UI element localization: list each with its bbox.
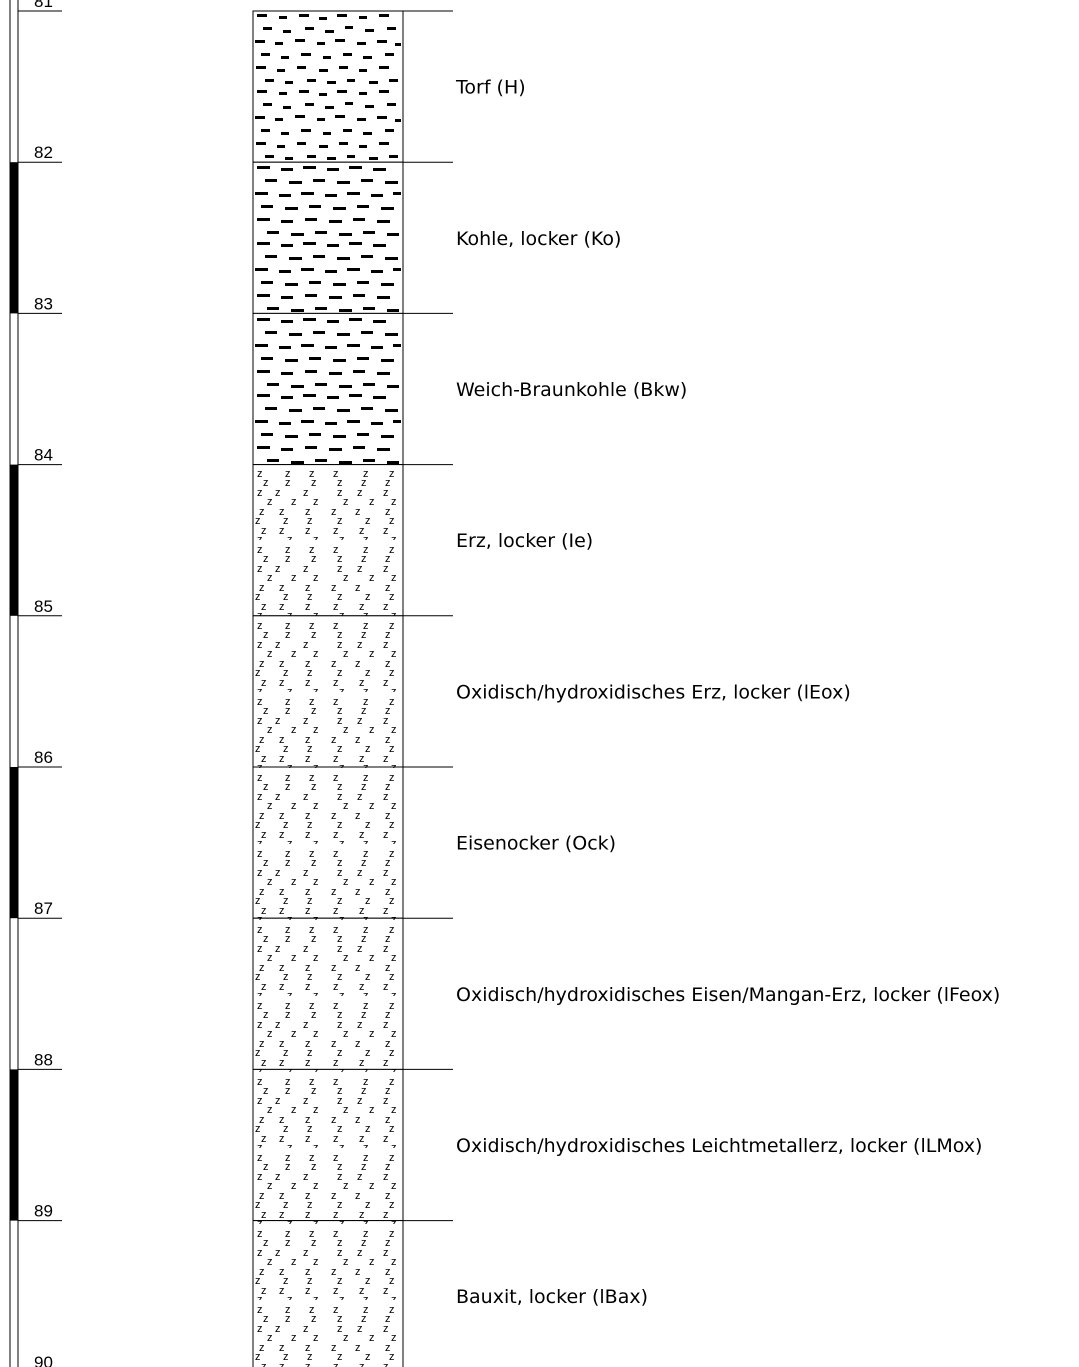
depth-label: 81 (34, 0, 53, 11)
layer-label: Bauxit, locker (lBax) (456, 1286, 648, 1308)
depth-label: 84 (34, 446, 53, 465)
layer-label: Oxidisch/hydroxidisches Eisen/Mangan-Erz… (456, 984, 1000, 1006)
ruler-segment-filled (10, 1069, 18, 1221)
depth-label: 90 (34, 1353, 53, 1367)
layer-ore-z (252, 1220, 404, 1367)
layer-labels: Torf (H) Kohle, locker (Ko) Weich-Braunkoh… (455, 77, 1000, 1309)
depth-label: 82 (34, 143, 53, 162)
layer-ore-z (252, 615, 404, 768)
layer-coal-dash (252, 161, 404, 314)
layer-ore-z (252, 766, 404, 919)
layer-label: Weich-Braunkohle (Bkw) (456, 379, 687, 401)
depth-label: 85 (34, 597, 53, 616)
ruler-segment-filled (10, 767, 18, 919)
layer-peat-dash (252, 10, 404, 163)
depth-label: 89 (34, 1202, 53, 1221)
layer-label: Eisenocker (Ock) (456, 833, 616, 855)
layer-label: Oxidisch/hydroxidisches Erz, locker (lEo… (456, 681, 851, 703)
layer-label: Torf (H) (455, 77, 526, 99)
layer-label: Erz, locker (Ie) (456, 530, 593, 552)
layer-label: Oxidisch/hydroxidisches Leichtmetallerz,… (456, 1135, 982, 1157)
depth-label: 88 (34, 1050, 53, 1069)
layer-label: Kohle, locker (Ko) (456, 228, 621, 250)
lithology-column (252, 10, 453, 1367)
ruler-segment-filled (10, 464, 18, 616)
depth-label: 86 (34, 748, 53, 767)
layer-ore-z (252, 1068, 404, 1222)
ruler-segment-filled (10, 162, 18, 314)
depth-ruler: 81 82 83 84 85 86 87 88 89 90 (9, 0, 62, 1367)
layer-coal-dash (252, 312, 404, 466)
layer-ore-z (252, 464, 404, 617)
layer-ore-z (252, 917, 404, 1070)
depth-label: 83 (34, 294, 53, 313)
depth-label: 87 (34, 899, 53, 918)
